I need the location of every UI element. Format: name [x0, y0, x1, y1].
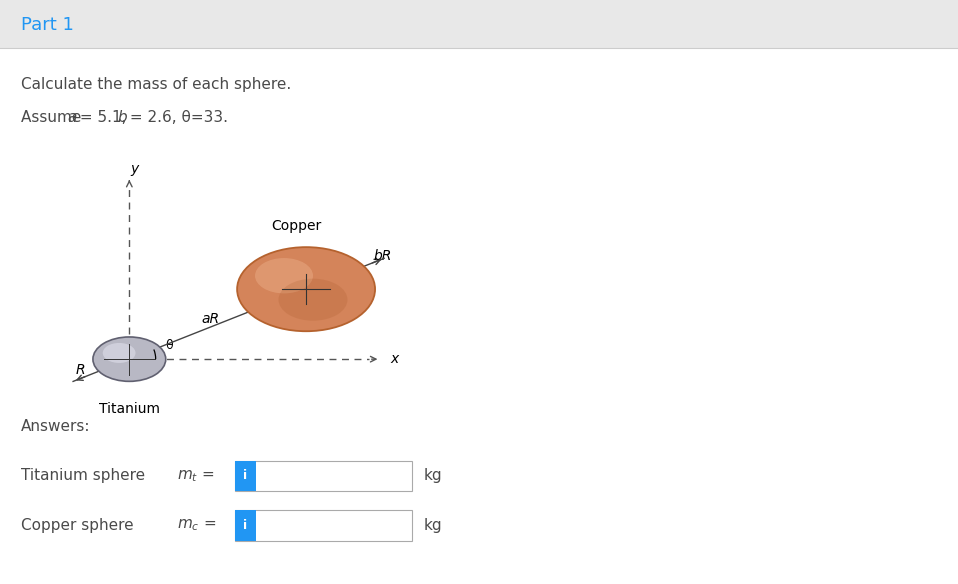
- FancyBboxPatch shape: [235, 510, 256, 541]
- Text: $m_t$ =: $m_t$ =: [177, 468, 215, 484]
- Text: a: a: [67, 110, 77, 126]
- FancyBboxPatch shape: [235, 461, 412, 491]
- Text: kg: kg: [423, 518, 442, 533]
- Text: = 2.6, θ=33.: = 2.6, θ=33.: [125, 110, 229, 126]
- Text: Assume: Assume: [21, 110, 86, 126]
- Text: θ: θ: [166, 339, 173, 352]
- FancyBboxPatch shape: [235, 510, 412, 541]
- Text: Copper: Copper: [271, 218, 322, 232]
- Text: aR: aR: [201, 311, 219, 325]
- Text: Part 1: Part 1: [21, 16, 74, 33]
- Text: Answers:: Answers:: [21, 419, 91, 434]
- Circle shape: [279, 279, 348, 321]
- Text: R: R: [76, 363, 85, 377]
- Text: i: i: [243, 519, 247, 532]
- Text: x: x: [390, 352, 399, 366]
- Circle shape: [103, 343, 135, 363]
- FancyBboxPatch shape: [235, 461, 256, 491]
- Text: y: y: [130, 162, 138, 176]
- Circle shape: [238, 247, 376, 331]
- Text: Titanium sphere: Titanium sphere: [21, 468, 146, 484]
- Text: kg: kg: [423, 468, 442, 484]
- Text: b: b: [118, 110, 127, 126]
- Text: = 5.1,: = 5.1,: [75, 110, 131, 126]
- FancyBboxPatch shape: [0, 0, 958, 48]
- Circle shape: [93, 337, 166, 381]
- Text: Copper sphere: Copper sphere: [21, 518, 134, 533]
- Circle shape: [255, 258, 313, 293]
- Text: bR: bR: [374, 249, 392, 263]
- Text: i: i: [243, 470, 247, 482]
- Text: $m_c$ =: $m_c$ =: [177, 518, 217, 533]
- Text: Calculate the mass of each sphere.: Calculate the mass of each sphere.: [21, 77, 291, 92]
- Text: Titanium: Titanium: [99, 402, 160, 416]
